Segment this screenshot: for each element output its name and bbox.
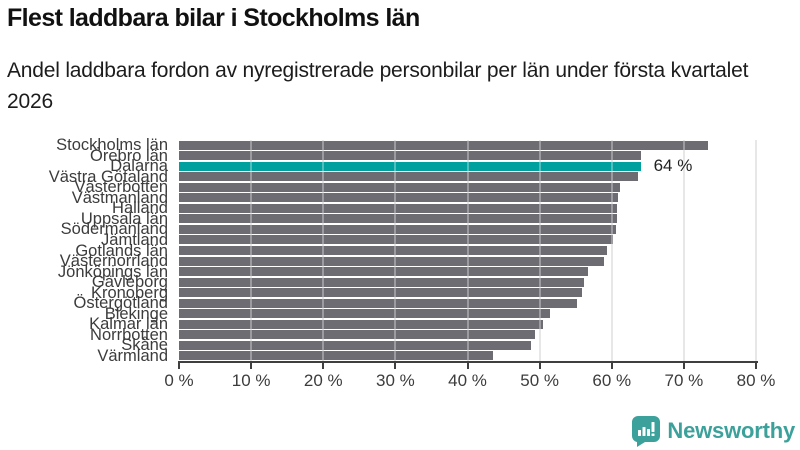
axis-tick-label: 0 % [164, 371, 194, 390]
axis-tick [178, 363, 180, 369]
axis-tick-label: 50 % [520, 371, 559, 390]
bar [179, 246, 607, 255]
category-label: Värmland [97, 346, 168, 365]
bar [179, 151, 642, 161]
axis-tick [538, 363, 541, 369]
category-label: Västernorrland [59, 251, 168, 270]
highlight-value-label: 64 % [653, 156, 693, 176]
axis-tick-label: 30 % [376, 371, 415, 390]
bar [179, 182, 621, 192]
category-label: Stockholms län [56, 136, 168, 154]
bar [179, 256, 604, 266]
gridline-overlay [466, 140, 469, 361]
gridline-overlay [250, 140, 253, 361]
y-axis-labels: Stockholms län Örebro län Dalarna Västra Gö… [0, 136, 168, 365]
bar [179, 172, 638, 182]
bar [179, 140, 708, 150]
category-label: Gotlands län [75, 241, 168, 260]
bar [179, 319, 544, 329]
category-label: Blekinge [104, 304, 168, 323]
bar [179, 235, 614, 245]
category-label: Södermanland [60, 220, 168, 239]
axis-tick-label: 10 % [231, 371, 271, 390]
gridline-overlay [322, 140, 325, 361]
category-label: Östergötland [73, 293, 168, 312]
bar [179, 288, 583, 298]
axis-tick-label: 40 % [448, 371, 487, 390]
gridline-overlay [755, 140, 757, 361]
category-label: Skåne [121, 335, 168, 354]
chart-subtitle: Andel laddbara fordon av nyregistrerade … [7, 59, 749, 113]
axis-tick [610, 363, 613, 369]
bar [179, 298, 578, 308]
category-label: Halland [112, 199, 168, 218]
axis-tick-label: 60 % [592, 371, 632, 390]
bar [179, 340, 531, 350]
newsworthy-logo-icon [632, 416, 661, 447]
category-label: Kronoberg [90, 283, 168, 302]
axis-tick [394, 363, 397, 369]
axis-tick-label: 70 % [664, 371, 704, 390]
category-label: Kalmar län [89, 314, 168, 333]
category-label: Västra Götaland [48, 167, 168, 186]
newsworthy-logo: Newsworthy [631, 415, 795, 447]
axis-tick-label: 20 % [303, 371, 343, 390]
gridline [610, 140, 613, 361]
category-label: Västerbotten [74, 178, 168, 197]
gridline-overlay [394, 140, 397, 361]
gridline-overlay [538, 140, 541, 361]
gridline [682, 140, 685, 361]
axis-tick [682, 363, 685, 369]
bar [179, 193, 618, 203]
chart-title: Flest laddbara bilar i Stockholms län [7, 4, 420, 32]
gridline [755, 140, 757, 361]
bar [179, 277, 584, 287]
category-label: Dalarna [110, 157, 168, 176]
plot-area: 64 % [179, 140, 757, 361]
bar [179, 203, 617, 213]
newsworthy-logo-text: Newsworthy [667, 418, 795, 443]
bar [179, 161, 641, 171]
category-label: Jämtland [101, 230, 168, 249]
bar [179, 267, 588, 277]
bar [179, 214, 617, 224]
bar [179, 330, 535, 340]
axis-tick [466, 363, 469, 369]
x-axis-line [178, 361, 758, 363]
bar [179, 224, 617, 234]
category-label: Jönköpings län [57, 262, 168, 281]
axis-tick [755, 363, 757, 369]
category-label: Uppsala län [80, 209, 168, 228]
axis-tick [250, 363, 253, 369]
category-label: Norrbotten [90, 325, 168, 344]
category-label: Örebro län [90, 146, 168, 165]
axis-tick [322, 363, 325, 369]
gridline-overlay [610, 140, 613, 361]
axis-tick-label: 80 % [736, 371, 776, 390]
gridline-overlay [682, 140, 685, 361]
bar [179, 351, 493, 361]
category-label: Gävleborg [91, 272, 168, 291]
category-label: Västmanland [71, 188, 168, 207]
bar [179, 309, 551, 319]
